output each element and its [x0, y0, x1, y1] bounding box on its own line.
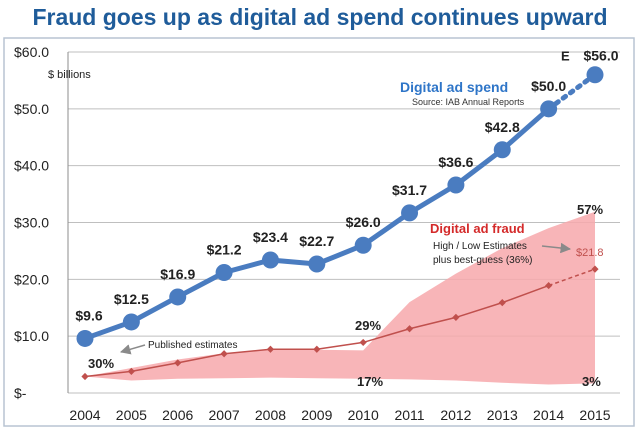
- spend-data-label: $31.7: [392, 182, 427, 198]
- y-tick-label: $60.0: [14, 44, 49, 60]
- spend-point: [493, 141, 511, 159]
- published-estimates-label: Published estimates: [148, 340, 238, 351]
- fraud-end-label: $21.8: [576, 247, 604, 259]
- spend-data-label: $9.6: [75, 307, 102, 323]
- spend-data-label: $50.0: [531, 78, 566, 94]
- spend-point: [354, 236, 372, 254]
- spend-data-label: $42.8: [485, 119, 520, 135]
- spend-data-label: $16.9: [160, 266, 195, 282]
- x-tick-label: 2015: [579, 407, 610, 423]
- spend-data-label: $21.2: [207, 242, 242, 258]
- spend-data-label: $36.6: [438, 154, 473, 170]
- pct-annotation: 17%: [357, 374, 383, 389]
- chart-title: Fraud goes up as digital ad spend contin…: [32, 4, 608, 30]
- fraud-point: [174, 359, 182, 367]
- fraud-point: [405, 325, 414, 333]
- fraud-point: [498, 299, 506, 307]
- y-tick-label: $10.0: [14, 328, 49, 344]
- spend-point: [76, 329, 94, 347]
- pct-annotation: 30%: [88, 356, 114, 371]
- spend-point: [308, 255, 326, 273]
- fraud-point: [266, 345, 275, 353]
- fraud-point: [359, 338, 367, 347]
- x-tick-label: 2014: [533, 407, 564, 423]
- pct-annotation: 57%: [577, 202, 603, 217]
- spend-point: [401, 204, 419, 222]
- spend-data-label: $12.5: [114, 291, 149, 307]
- chart: $60.0 $50.0 $40.0 $30.0 $20.0 $10.0 $- $ billio…: [3, 37, 635, 427]
- x-tick-label: 2013: [487, 407, 518, 423]
- fraud-point: [313, 345, 321, 353]
- fraud-note: High / Low Estimates: [433, 241, 527, 252]
- spend-data-label: $23.4: [253, 229, 288, 245]
- fraud-point: [127, 367, 135, 376]
- spend-series-label: Digital ad spend: [400, 79, 508, 95]
- spend-source: Source: IAB Annual Reports: [412, 97, 525, 107]
- pct-annotation: 3%: [582, 374, 601, 389]
- fraud-line-estimate: [548, 268, 596, 287]
- x-tick-label: 2006: [162, 407, 193, 423]
- spend-point: [447, 176, 465, 194]
- spend-point: [261, 251, 279, 269]
- estimate-marker: E: [561, 49, 570, 64]
- fraud-note: plus best-guess (36%): [433, 255, 533, 266]
- published-estimates-arrow: [119, 344, 146, 355]
- fraud-series-label: Digital ad fraud: [430, 221, 525, 236]
- x-tick-label: 2007: [209, 407, 240, 423]
- spend-point: [169, 288, 187, 306]
- spend-point: [540, 100, 558, 118]
- x-tick-label: 2004: [69, 407, 100, 423]
- spend-point: [586, 66, 604, 84]
- spend-line-estimate: [546, 72, 598, 112]
- fraud-point: [452, 313, 460, 322]
- y-tick-label: $-: [14, 385, 27, 401]
- fraud-estimate-band: [85, 211, 595, 385]
- x-tick-label: 2010: [348, 407, 379, 423]
- x-tick-label: 2005: [116, 407, 147, 423]
- spend-data-label: $26.0: [346, 214, 381, 230]
- y-tick-label: $50.0: [14, 101, 49, 117]
- y-tick-label: $40.0: [14, 158, 49, 174]
- pct-annotation: 29%: [355, 318, 381, 333]
- spend-point: [122, 313, 140, 331]
- fraud-point: [220, 350, 228, 358]
- fraud-point: [81, 372, 89, 381]
- spend-data-label: $22.7: [299, 233, 334, 249]
- x-tick-label: 2012: [440, 407, 471, 423]
- spend-data-label: $56.0: [583, 48, 618, 64]
- x-tick-label: 2009: [301, 407, 332, 423]
- y-axis-label: $ billions: [48, 69, 91, 81]
- y-tick-label: $20.0: [14, 271, 49, 287]
- y-tick-label: $30.0: [14, 215, 49, 231]
- spend-point: [215, 264, 233, 282]
- x-tick-label: 2011: [394, 407, 424, 423]
- fraud-point: [591, 265, 599, 273]
- x-tick-label: 2008: [255, 407, 286, 423]
- fraud-note-arrow: [541, 242, 572, 254]
